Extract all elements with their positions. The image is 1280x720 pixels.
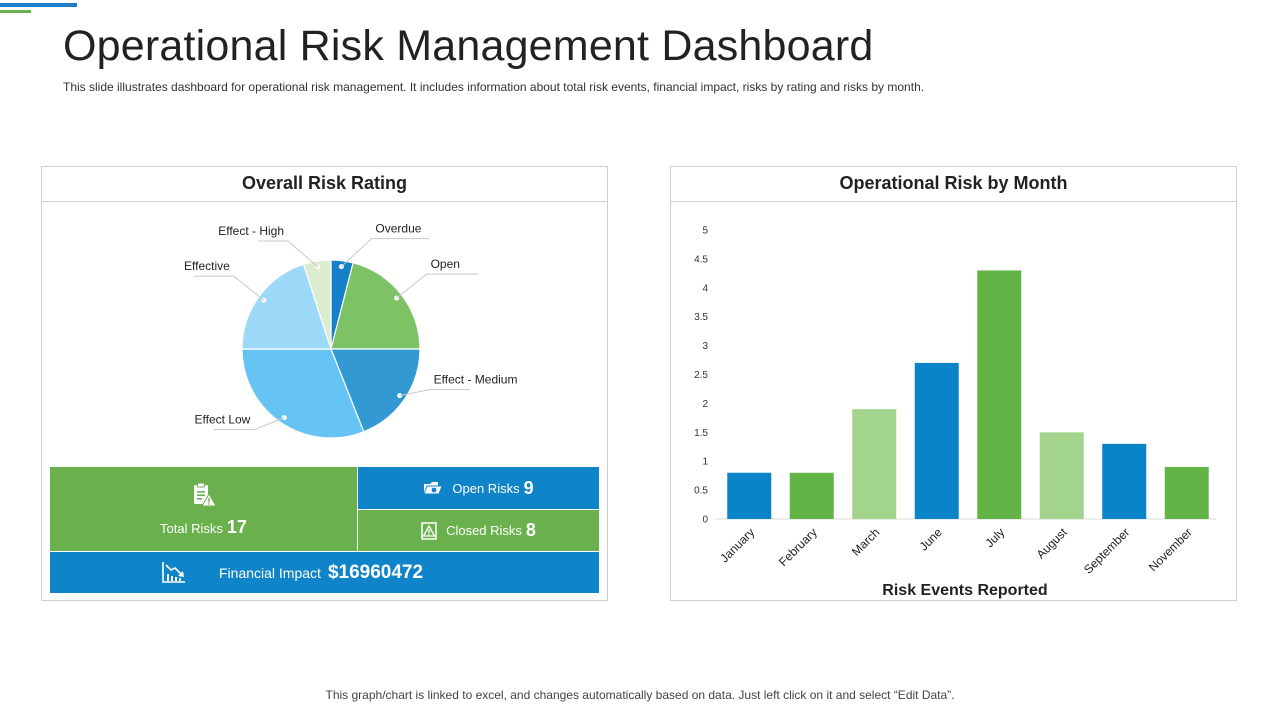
pie-leader-line-effect-high [258,240,319,268]
x-tick-label-june: June [917,525,946,554]
overall-risk-rating-title: Overall Risk Rating [42,167,607,202]
open-risks-label: Open Risks [452,480,520,496]
x-tick-label-august: August [1034,525,1071,562]
footer-note: This graph/chart is linked to excel, and… [325,688,955,702]
y-tick-label: 4 [702,283,708,294]
pie-label-overdue: Overdue [375,222,421,236]
pie-label-open: Open [431,257,460,271]
bar-february[interactable] [789,472,834,519]
page-subtitle: This slide illustrates dashboard for ope… [63,80,925,94]
closed-risks-tile[interactable]: Closed Risks 8 [358,510,599,551]
bar-march[interactable] [852,409,897,519]
pie-leader-line-effect-medium [399,389,470,397]
y-tick-label: 0.5 [694,486,708,497]
x-axis-title: Risk Events Reported [882,582,1047,599]
risk-by-month-title: Operational Risk by Month [671,167,1236,202]
risk-by-month-panel: Operational Risk by Month 0 0.5 1 1.5 2 2.5 3 3… [670,166,1237,601]
x-tick-label-february: February [776,525,820,569]
financial-impact-value: $16960472 [327,562,424,583]
financial-impact-tile[interactable]: Financial Impact $16960472 [50,552,599,593]
pie-leader-line-effective [193,275,265,301]
bar-august[interactable] [1039,432,1084,519]
accent-bar-blue [0,3,77,7]
y-tick-label: 4.5 [694,254,708,265]
pie-label-effect-high: Effect - High [218,224,284,238]
financial-impact-label: Financial Impact [219,565,321,581]
risk-by-month-bar-chart[interactable]: 0 0.5 1 1.5 2 2.5 3 3.5 4 4.5 5 January February Marc… [671,203,1236,600]
x-tick-label-march: March [849,525,882,558]
x-tick-label-november: November [1146,525,1195,574]
closed-risks-value: 8 [525,520,536,540]
warning-icon [421,521,437,540]
pie-slice-effect-medium[interactable] [330,348,421,433]
total-risks-label: Total Risks [160,520,223,536]
bar-january[interactable] [727,472,772,519]
x-tick-label-september: September [1081,525,1132,576]
y-tick-label: 3.5 [694,312,708,323]
pie-label-effect-medium: Effect - Medium [434,373,518,387]
risk-rating-pie-chart[interactable]: Overdue Open Effect - Medium Effect Low Effe… [42,203,607,468]
bar-september[interactable] [1102,443,1147,519]
open-risks-value: 9 [523,477,534,498]
clipboard-warning-icon [191,481,217,512]
pie-leader-line-open [396,273,479,299]
y-tick-label: 5 [702,226,708,237]
x-tick-label-january: January [717,525,757,565]
pie-label-effect-low: Effect Low [195,413,251,427]
y-tick-label: 0 [702,515,708,526]
x-tick-label-july: July [982,525,1007,550]
bar-june[interactable] [914,362,959,519]
total-risks-value: 17 [226,516,247,537]
y-tick-label: 1.5 [694,428,708,439]
y-tick-label: 1 [702,457,708,468]
y-tick-label: 3 [702,341,708,352]
y-tick-label: 2 [702,399,708,410]
overall-risk-rating-panel: Overall Risk Rating Overdue Open Effect - … [41,166,608,601]
declining-chart-icon [162,561,186,588]
open-risks-tile[interactable]: Open Risks 9 [358,467,599,509]
bar-july[interactable] [977,270,1022,519]
closed-risks-label: Closed Risks [446,523,522,538]
page-title: Operational Risk Management Dashboard [63,22,874,70]
pie-label-effective: Effective [184,259,230,273]
total-risks-tile[interactable]: Total Risks 17 [50,467,357,551]
folder-icon [423,480,444,496]
bar-november[interactable] [1164,466,1209,519]
pie-slice-effect-high[interactable] [302,259,332,350]
pie-slice-effect-low[interactable] [241,348,365,439]
accent-bar-green [0,10,31,13]
pie-leader-line-overdue [341,238,430,268]
pie-leader-line-effect-low [214,417,285,431]
y-tick-label: 2.5 [694,370,708,381]
